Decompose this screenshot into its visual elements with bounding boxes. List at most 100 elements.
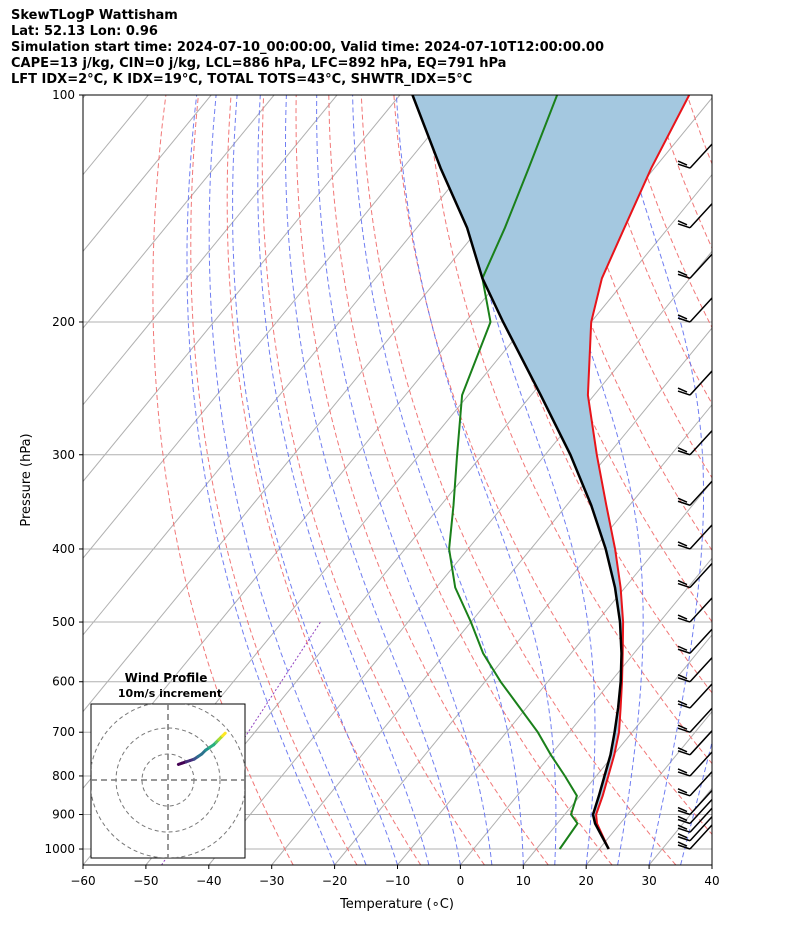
y-tick-label: 800 xyxy=(52,769,75,783)
parcel-line xyxy=(411,95,623,850)
profile-lines xyxy=(411,95,691,850)
indices-line-2: LFT IDX=2°C, K IDX=19°C, TOTAL TOTS=43°C… xyxy=(11,72,473,87)
y-axis-label: Pressure (hPa) xyxy=(19,433,34,526)
dewpoint-line xyxy=(448,95,579,850)
wind-barb xyxy=(677,253,713,279)
x-tick-label: −40 xyxy=(196,874,221,888)
wind-barb xyxy=(677,707,713,733)
wind-barb xyxy=(677,480,713,506)
x-tick-label: −30 xyxy=(259,874,284,888)
x-tick-label: 30 xyxy=(641,874,656,888)
moist-adiabat xyxy=(285,95,461,865)
wind-barb xyxy=(677,816,713,842)
hodograph-inset: Wind Profile 10m/s increment xyxy=(90,671,246,859)
x-tick-label: 0 xyxy=(457,874,465,888)
y-tick-label: 100 xyxy=(52,88,75,102)
chart-header: SkewTLogP Wattisham Lat: 52.13 Lon: 0.96… xyxy=(11,8,604,88)
dry-adiabat xyxy=(328,95,613,865)
moist-adiabat xyxy=(395,95,557,865)
isotherm xyxy=(83,95,464,559)
isotherm xyxy=(83,95,527,636)
isotherm xyxy=(83,95,275,329)
isotherm xyxy=(145,173,712,865)
dry-adiabat xyxy=(785,95,794,865)
indices-line-1: CAPE=13 j/kg, CIN=0 j/kg, LCL=886 hPa, L… xyxy=(11,56,507,71)
hodograph-plot xyxy=(91,704,245,858)
hodograph-subtitle: 10m/s increment xyxy=(118,687,222,700)
moist-adiabat xyxy=(186,95,336,865)
y-tick-label: 300 xyxy=(52,448,75,462)
dry-adiabat xyxy=(426,95,712,765)
isotherm xyxy=(83,95,401,483)
x-tick-label: 10 xyxy=(516,874,531,888)
moist-adiabat xyxy=(711,863,712,865)
x-tick-label: 20 xyxy=(579,874,594,888)
y-tick-label: 400 xyxy=(52,542,75,556)
isotherm xyxy=(585,710,712,865)
isotherm xyxy=(397,480,712,865)
dry-adiabat xyxy=(752,95,794,865)
isotherm xyxy=(83,95,86,99)
wind-barb xyxy=(677,370,713,396)
temperature-line xyxy=(586,95,691,850)
mixing-ratio-line xyxy=(161,621,321,865)
hodograph-title: Wind Profile xyxy=(125,671,208,685)
dry-adiabat xyxy=(360,95,677,865)
chart-title: SkewTLogP Wattisham xyxy=(11,8,178,23)
wind-barb xyxy=(677,798,713,825)
isotherm xyxy=(83,95,338,406)
moist-adiabat xyxy=(208,95,367,865)
dry-adiabat xyxy=(720,95,794,865)
cape-region xyxy=(412,95,690,849)
cape-shading xyxy=(412,95,690,849)
y-tick-label: 700 xyxy=(52,725,75,739)
y-tick-label: 1000 xyxy=(44,842,75,856)
wind-barb xyxy=(677,771,713,797)
moist-adiabat xyxy=(257,95,430,865)
wind-barb xyxy=(677,143,713,169)
wind-barb xyxy=(677,657,713,683)
y-tick-label: 900 xyxy=(52,808,75,822)
wind-barb xyxy=(677,824,713,850)
x-tick-label: −60 xyxy=(70,874,95,888)
isotherm xyxy=(460,557,712,865)
wind-barb xyxy=(677,297,713,323)
location-line: Lat: 52.13 Lon: 0.96 xyxy=(11,24,158,39)
x-tick-label: −50 xyxy=(133,874,158,888)
wind-barb xyxy=(677,628,713,654)
time-line: Simulation start time: 2024-07-10_00:00:… xyxy=(11,40,604,55)
dry-adiabat xyxy=(261,95,485,865)
y-tick-label: 500 xyxy=(52,615,75,629)
x-tick-label: 40 xyxy=(704,874,719,888)
isotherm xyxy=(83,95,212,253)
wind-barb xyxy=(677,203,713,229)
x-tick-label: −10 xyxy=(385,874,410,888)
wind-barb xyxy=(677,730,713,756)
wind-barb xyxy=(677,524,713,550)
x-tick-label: −20 xyxy=(322,874,347,888)
dry-adiabat xyxy=(295,95,549,865)
isotherm xyxy=(334,403,712,865)
wind-barb xyxy=(677,807,713,833)
x-axis-label: Temperature (∘C) xyxy=(339,897,454,912)
wind-barb xyxy=(677,751,713,777)
wind-barb xyxy=(677,597,713,623)
wind-barb xyxy=(677,563,713,589)
moist-adiabat xyxy=(352,95,524,865)
moist-adiabat xyxy=(613,95,704,865)
wind-barb xyxy=(677,430,713,456)
wind-barb xyxy=(677,790,713,816)
moist-adiabat xyxy=(232,95,398,865)
dry-adiabat xyxy=(152,95,294,865)
isotherm xyxy=(711,864,712,865)
moist-adiabat xyxy=(520,95,644,865)
dry-adiabat xyxy=(393,95,712,836)
wind-barb xyxy=(677,683,713,709)
moist-adiabat xyxy=(316,95,493,865)
dry-adiabat xyxy=(190,95,358,865)
y-tick-label: 200 xyxy=(52,315,75,329)
hodograph-segment xyxy=(221,731,227,738)
wind-barbs xyxy=(677,143,713,850)
